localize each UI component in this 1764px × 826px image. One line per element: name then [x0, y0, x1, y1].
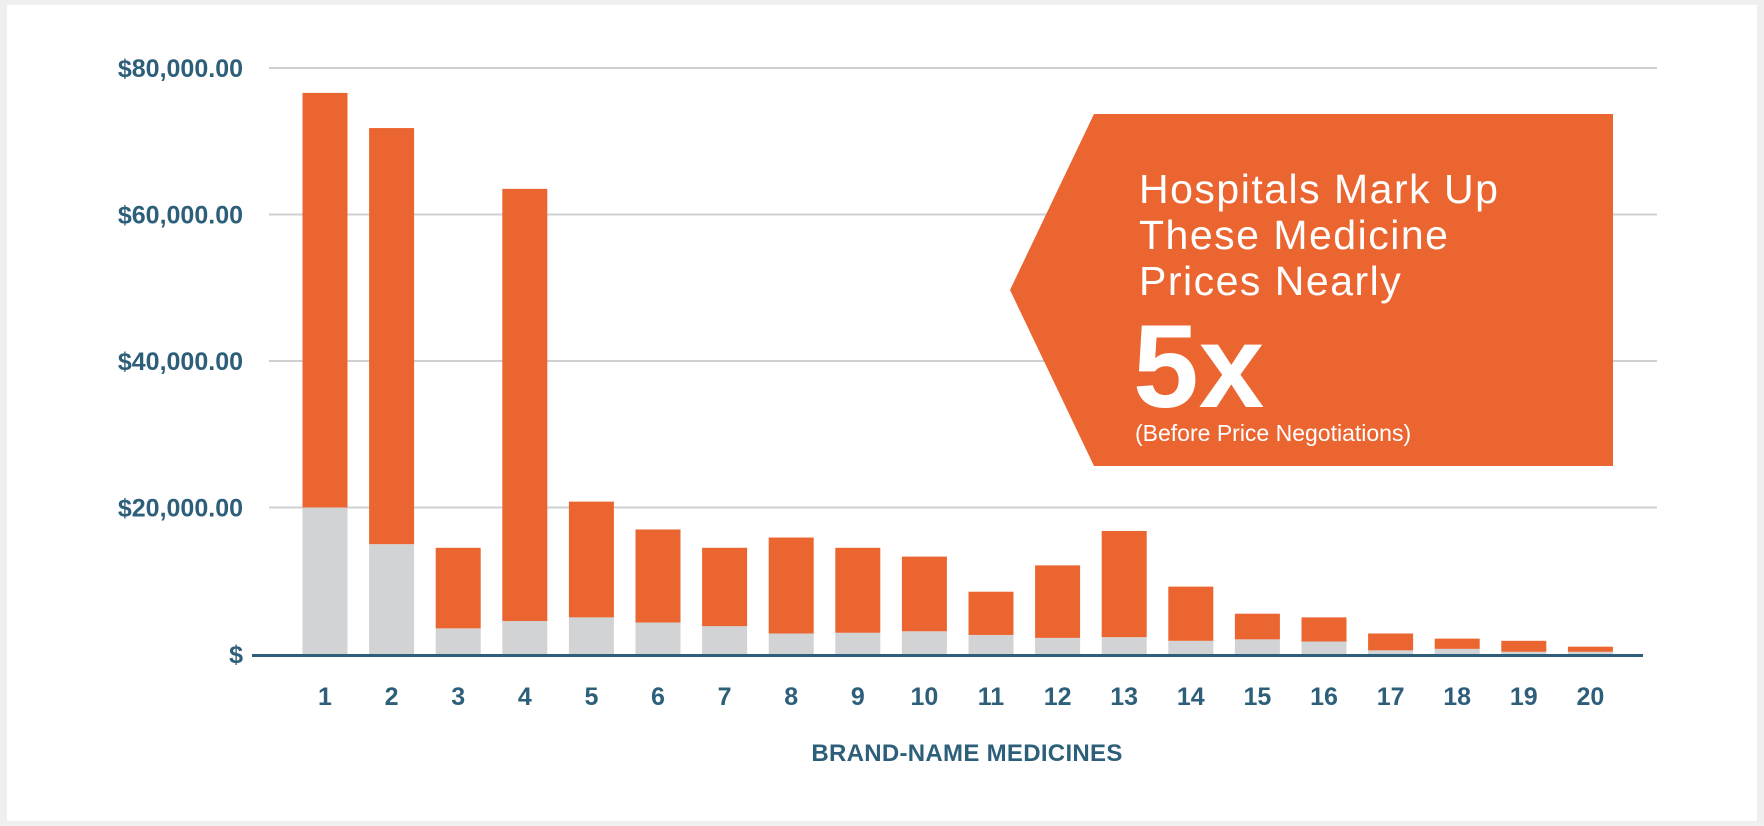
- bar-markup-segment-19: [1501, 640, 1547, 652]
- y-tick-label: $80,000.00: [118, 55, 243, 83]
- x-tick-label: 4: [518, 683, 532, 711]
- x-tick-label: 3: [451, 683, 465, 711]
- bar-markup-segment-11: [968, 591, 1014, 635]
- bar-markup-segment-18: [1434, 638, 1480, 649]
- bar-base-segment-18: [1434, 648, 1480, 654]
- bar-markup-segment-4: [502, 188, 548, 622]
- bar-markup-segment-3: [435, 547, 481, 629]
- x-tick-label: 8: [784, 683, 798, 711]
- bar-markup-segment-10: [901, 556, 947, 632]
- bar-base-segment-2: [369, 544, 415, 654]
- bar-base-segment-16: [1301, 641, 1347, 654]
- x-tick-label: 9: [851, 683, 865, 711]
- bars: [302, 92, 1613, 654]
- x-tick-label: 16: [1310, 683, 1338, 711]
- callout-note: (Before Price Negotiations): [1135, 420, 1411, 446]
- bar-markup-segment-15: [1234, 613, 1280, 640]
- callout-arrow-shape: [1010, 114, 1613, 466]
- bar-base-segment-8: [768, 633, 814, 654]
- y-tick-label: $60,000.00: [118, 202, 243, 230]
- bar-markup-segment-9: [835, 547, 881, 633]
- bar-base-segment-7: [702, 626, 748, 654]
- bar-markup-segment-1: [302, 92, 348, 508]
- x-tick-label: 14: [1177, 683, 1205, 711]
- bar-markup-segment-17: [1368, 633, 1414, 651]
- bar-base-segment-13: [1101, 637, 1147, 654]
- bar-markup-segment-6: [635, 529, 681, 623]
- bar-base-segment-5: [568, 617, 614, 654]
- axes: $ $20,000.00 $40,000.00 $60,000.00 $80,000.0…: [118, 55, 1643, 711]
- bar-base-segment-17: [1368, 650, 1414, 654]
- x-tick-label: 15: [1243, 683, 1271, 711]
- x-tick-label: 17: [1377, 683, 1405, 711]
- bar-base-segment-3: [435, 628, 481, 654]
- bar-base-segment-10: [901, 631, 947, 654]
- bar-base-segment-19: [1501, 651, 1547, 654]
- bar-base-segment-15: [1234, 639, 1280, 654]
- bar-markup-segment-20: [1567, 646, 1613, 652]
- x-tick-label: 5: [584, 683, 598, 711]
- x-tick-label: 11: [978, 683, 1005, 711]
- chart-frame: $ $20,000.00 $40,000.00 $60,000.00 $80,000.0…: [7, 5, 1757, 821]
- x-tick-label: 2: [385, 683, 399, 711]
- x-axis-label: BRAND-NAME MEDICINES: [811, 740, 1122, 767]
- bar-markup-segment-5: [568, 501, 614, 618]
- x-tick-label: 19: [1510, 683, 1538, 711]
- callout-banner: Hospitals Mark Up These Medicine Prices …: [1010, 114, 1613, 466]
- bar-markup-segment-16: [1301, 617, 1347, 642]
- y-tick-label: $20,000.00: [118, 495, 243, 523]
- bar-chart: $ $20,000.00 $40,000.00 $60,000.00 $80,000.0…: [118, 55, 1657, 767]
- x-tick-label: 7: [718, 683, 732, 711]
- bar-markup-segment-12: [1035, 565, 1081, 638]
- bar-markup-segment-7: [702, 547, 748, 627]
- callout-line-2: These Medicine: [1139, 212, 1449, 258]
- bar-base-segment-1: [302, 507, 348, 654]
- callout-line-3: Prices Nearly: [1139, 258, 1402, 304]
- bar-base-segment-20: [1567, 651, 1613, 654]
- x-tick-label: 12: [1044, 683, 1072, 711]
- x-tick-label: 18: [1443, 683, 1471, 711]
- bar-markup-segment-14: [1168, 586, 1214, 641]
- bar-base-segment-11: [968, 634, 1014, 654]
- y-tick-label: $: [229, 641, 243, 669]
- bar-base-segment-6: [635, 622, 681, 654]
- bar-base-segment-12: [1035, 637, 1081, 654]
- bar-markup-segment-8: [768, 537, 814, 634]
- callout-emphasis: 5x: [1133, 301, 1264, 433]
- bar-base-segment-4: [502, 621, 548, 654]
- bar-base-segment-14: [1168, 640, 1214, 654]
- bar-markup-segment-2: [369, 128, 415, 545]
- bar-base-segment-9: [835, 632, 881, 654]
- callout-line-1: Hospitals Mark Up: [1139, 166, 1499, 212]
- x-tick-label: 6: [651, 683, 665, 711]
- x-tick-label: 13: [1110, 683, 1138, 711]
- y-tick-label: $40,000.00: [118, 348, 243, 376]
- x-tick-label: 1: [318, 683, 332, 711]
- bar-markup-segment-13: [1101, 530, 1147, 638]
- x-tick-label: 20: [1576, 683, 1604, 711]
- x-tick-label: 10: [910, 683, 938, 711]
